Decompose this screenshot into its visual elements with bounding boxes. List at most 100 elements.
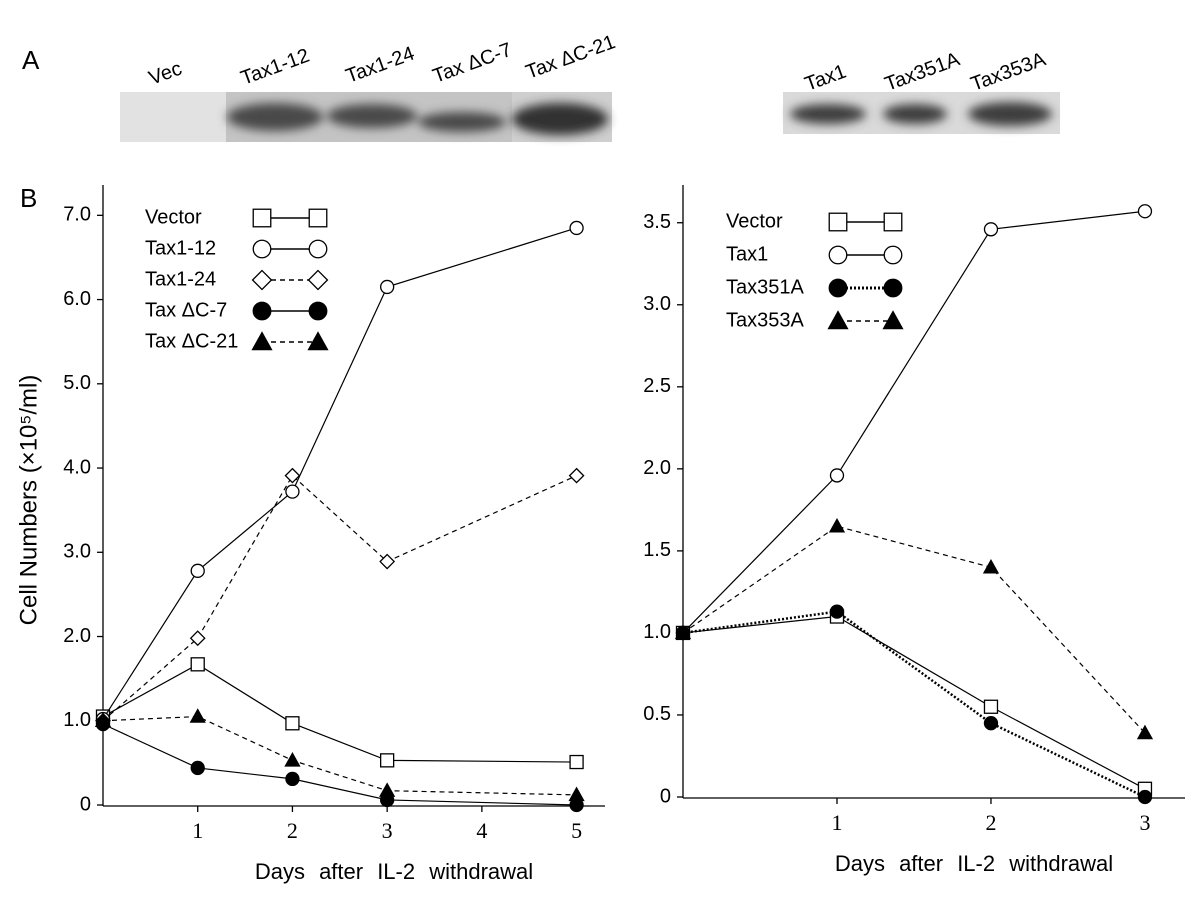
x-tick-label: 5: [571, 818, 582, 843]
marker: [190, 657, 205, 672]
marker: [828, 278, 848, 298]
marker: [189, 708, 206, 723]
lane-label: Tax1: [802, 61, 849, 96]
marker: [94, 712, 112, 728]
y-tick-label: 2.0: [63, 625, 91, 647]
series-line: [682, 525, 1146, 734]
marker: [828, 245, 848, 265]
marker: [284, 752, 301, 767]
marker: [568, 786, 585, 802]
legend-label: Tax ΔC-7: [145, 299, 227, 321]
marker: [190, 760, 205, 776]
x-tick-label: 2: [985, 810, 996, 835]
x-tick-label: 4: [476, 818, 487, 843]
y-tick-label: 3.0: [643, 293, 671, 315]
marker: [307, 331, 329, 351]
marker: [983, 716, 999, 731]
legend-label: Tax1-12: [145, 237, 216, 259]
lane-label: Tax351A: [882, 48, 963, 96]
lane-label: Vec: [146, 58, 185, 90]
marker: [983, 222, 999, 237]
series-line: [102, 715, 577, 796]
marker: [190, 563, 205, 578]
lane-label: Tax ΔC-7: [430, 39, 515, 88]
y-tick-label: 3.5: [643, 211, 671, 233]
x-tick-label: 1: [192, 818, 203, 843]
y-tick-label: 7.0: [63, 204, 91, 226]
marker: [569, 754, 584, 770]
marker: [252, 239, 272, 259]
marker: [285, 771, 300, 787]
lane-label: Tax1-24: [343, 43, 417, 88]
marker: [379, 553, 396, 570]
marker: [1136, 724, 1154, 740]
series-line: [102, 474, 577, 722]
panel-label: B: [20, 183, 37, 213]
y-tick-label: 6.0: [63, 288, 91, 310]
x-axis-label: Days after IL-2 withdrawal: [835, 851, 1113, 876]
legend-label: Tax ΔC-21: [145, 330, 238, 352]
y-tick-label: 1.5: [643, 539, 671, 561]
x-tick-label: 3: [382, 818, 393, 843]
marker: [189, 630, 206, 647]
marker: [379, 782, 396, 797]
marker: [882, 310, 904, 330]
y-tick-label: 0.5: [643, 703, 671, 725]
legend-label: Vector: [726, 210, 783, 232]
marker: [829, 468, 845, 483]
lane-label: Tax1-12: [238, 45, 312, 90]
marker: [883, 245, 903, 265]
y-tick-label: 2.0: [643, 457, 671, 479]
series-line: [682, 210, 1146, 634]
marker: [284, 467, 301, 484]
marker: [674, 624, 692, 640]
y-tick-label: 4.0: [63, 456, 91, 478]
y-tick-label: 0: [660, 785, 671, 807]
marker: [285, 484, 300, 499]
marker: [308, 301, 328, 321]
marker: [251, 269, 273, 291]
blot-image: [783, 92, 1060, 134]
lane-label: Tax353A: [968, 48, 1049, 96]
marker: [568, 467, 585, 484]
marker: [828, 212, 848, 232]
lane-label: Tax ΔC-21: [523, 31, 618, 84]
legend-label: Tax353A: [726, 309, 804, 331]
legend-label: Vector: [145, 206, 202, 228]
marker: [308, 208, 328, 228]
marker: [982, 558, 1000, 574]
series-line: [682, 610, 1146, 799]
marker: [285, 716, 300, 731]
marker: [380, 753, 395, 768]
marker: [883, 278, 903, 298]
marker: [983, 699, 999, 714]
series-line: [682, 615, 1146, 790]
legend-label: Tax351A: [726, 276, 804, 298]
x-axis-label: Days after IL-2 withdrawal: [255, 859, 533, 884]
marker: [883, 212, 903, 232]
y-tick-label: 5.0: [63, 372, 91, 394]
y-tick-label: 3.0: [63, 541, 91, 563]
marker: [569, 220, 584, 236]
marker: [1137, 789, 1153, 805]
x-tick-label: 2: [287, 818, 298, 843]
legend-label: Tax1-24: [145, 268, 216, 290]
y-axis-label: Cell Numbers (×10⁵/ml): [15, 375, 42, 626]
marker: [1137, 204, 1153, 219]
y-tick-label: 0: [80, 793, 91, 815]
x-tick-label: 3: [1139, 810, 1150, 835]
marker: [828, 517, 846, 533]
marker: [308, 239, 328, 259]
marker: [307, 269, 329, 291]
marker: [252, 301, 272, 321]
marker: [829, 604, 845, 619]
blot-image: [120, 92, 612, 142]
y-tick-label: 1.0: [63, 709, 91, 731]
marker: [827, 310, 849, 330]
y-tick-label: 1.0: [643, 621, 671, 643]
series-line: [102, 663, 577, 763]
marker: [380, 279, 395, 295]
legend-label: Tax1: [726, 243, 768, 265]
panel-label: A: [22, 45, 40, 75]
